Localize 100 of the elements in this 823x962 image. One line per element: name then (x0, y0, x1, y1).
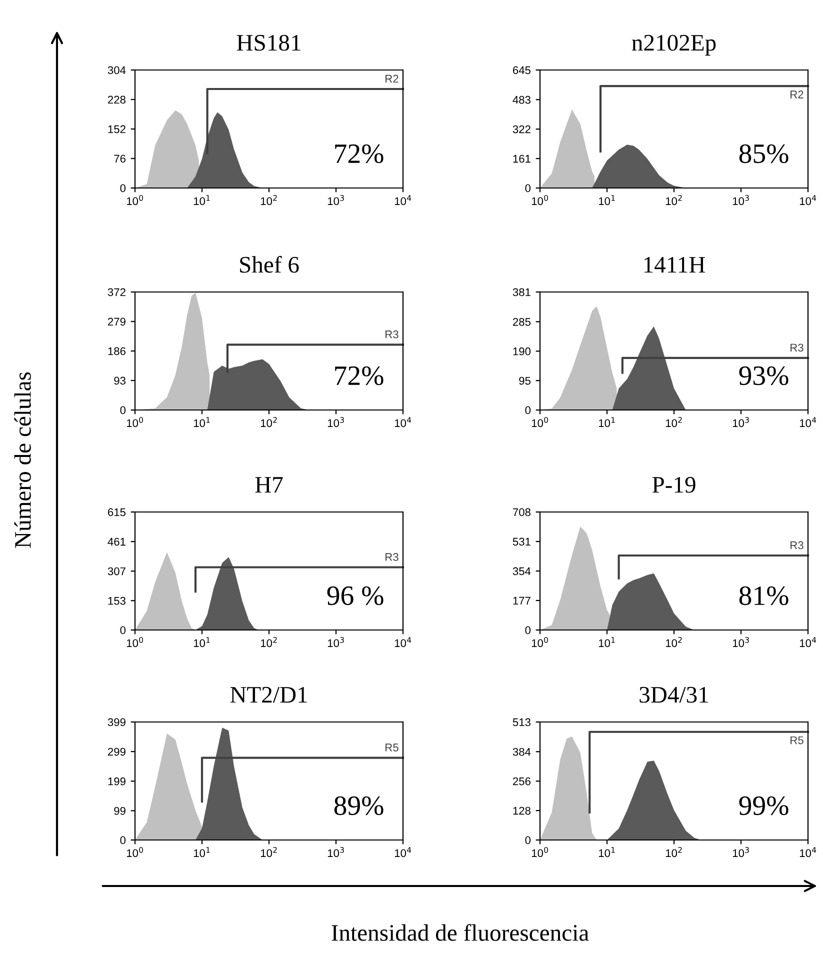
annotation: 96 % (327, 586, 384, 606)
x-tick-label: 10$^{0}$ (532, 194, 548, 206)
y-tick-label: 645 (513, 66, 531, 74)
series-label: R2 (790, 90, 804, 98)
y-tick-label: 190 (513, 347, 531, 356)
y-tick-label: 304 (108, 66, 126, 74)
y-tick-label: 161 (513, 154, 530, 163)
y-tick-label: 0 (120, 406, 126, 414)
chart-title: Shef 6 (240, 256, 299, 273)
chart-title: NT2/D1 (230, 686, 307, 703)
y-tick-label: 0 (525, 184, 531, 192)
x-tick-label: 10$^{2}$ (666, 846, 682, 858)
y-tick-label: 95 (519, 376, 531, 385)
chart-title: 3D4/31 (640, 686, 708, 703)
series-label: R3 (790, 541, 804, 550)
y-tick-label: 483 (512, 96, 530, 104)
y-tick-label: 381 (512, 288, 530, 296)
x-tick-label: 10$^{2}$ (260, 194, 277, 206)
x-tick-label: 10$^{2}$ (666, 416, 682, 428)
y-tick-label: 93 (114, 376, 126, 385)
annotation: 93% (739, 366, 788, 386)
x-tick-label: 10$^{3}$ (328, 636, 344, 648)
x-tick-label: 10$^{0}$ (532, 416, 548, 428)
y-tick-label: 399 (108, 718, 126, 726)
x-tick-label: 10$^{1}$ (598, 417, 615, 428)
x-tick-label: 10$^{4}$ (800, 195, 816, 206)
x-tick-label: 10$^{0}$ (126, 636, 144, 648)
x-tick-label: 10$^{0}$ (532, 846, 548, 858)
x-tick-label: 10$^{4}$ (394, 195, 412, 206)
chart-title: H7 (255, 477, 283, 493)
x-tick-label: 10$^{4}$ (800, 417, 816, 428)
series-label: R3 (790, 344, 804, 352)
y-tick-label: 708 (513, 508, 530, 516)
y-tick-label: 153 (108, 596, 126, 605)
series-label: R3 (386, 330, 398, 338)
y-tick-label: 186 (108, 347, 126, 356)
y-tick-label: 0 (120, 836, 126, 844)
y-tick-label: 513 (512, 718, 530, 726)
annotation: 72% (335, 144, 384, 164)
y-tick-label: 76 (114, 154, 126, 163)
x-tick-label: 10$^{3}$ (328, 194, 344, 206)
x-tick-label: 10$^{2}$ (666, 636, 682, 648)
x-tick-label: 10$^{3}$ (732, 416, 749, 428)
series-label: R5 (386, 744, 398, 752)
x-tick-label: 10$^{1}$ (194, 195, 210, 206)
y-tick-label: 354 (512, 567, 531, 576)
x-tick-label: 10$^{2}$ (260, 416, 277, 428)
y-tick-label: 285 (512, 318, 531, 326)
x-tick-label: 10$^{1}$ (598, 847, 615, 858)
x-tick-label: 10$^{1}$ (194, 417, 210, 428)
chart-title: n2102Ep (632, 34, 716, 56)
y-tick-label: 228 (108, 96, 126, 104)
x-tick-label: 10$^{0}$ (126, 194, 144, 206)
y-tick-label: 531 (512, 538, 530, 546)
x-tick-label: 10$^{4}$ (800, 847, 816, 858)
annotation: 89% (334, 796, 384, 816)
x-tick-label: 10$^{3}$ (732, 846, 749, 858)
x-tick-label: 10$^{2}$ (260, 846, 277, 858)
y-tick-label: 177 (513, 596, 530, 605)
x-tick-label: 10$^{4}$ (800, 637, 816, 648)
y-tick-label: 322 (512, 125, 530, 134)
y-tick-label: 99 (114, 806, 126, 815)
x-tick-label: 10$^{4}$ (394, 637, 412, 648)
y-tick-label: 615 (108, 508, 126, 516)
x-tick-label: 10$^{3}$ (732, 194, 749, 206)
x-tick-label: 10$^{3}$ (732, 636, 749, 648)
y-tick-label: 152 (108, 125, 126, 134)
series-label: R5 (790, 736, 804, 744)
x-tick-label: 10$^{0}$ (126, 846, 144, 858)
y-tick-label: 0 (525, 836, 531, 844)
y-tick-label: 199 (108, 777, 126, 786)
x-tick-label: 10$^{4}$ (394, 417, 412, 428)
y-tick-label: 256 (512, 777, 530, 786)
y-tick-label: 279 (108, 318, 126, 326)
x-tick-label: 10$^{1}$ (194, 637, 210, 648)
x-tick-label: 10$^{1}$ (598, 637, 615, 648)
y-tick-label: 307 (108, 567, 126, 576)
x-tick-label: 10$^{4}$ (394, 847, 412, 858)
series-label: R2 (386, 74, 398, 83)
x-tick-label: 10$^{2}$ (260, 636, 277, 648)
y-tick-label: 0 (120, 184, 126, 192)
chart-title: 1411H (644, 256, 705, 273)
x-tick-label: 10$^{1}$ (598, 195, 615, 206)
y-tick-label: 372 (108, 288, 126, 296)
x-tick-label: 10$^{3}$ (328, 416, 344, 428)
annotation: 81% (739, 586, 788, 606)
y-tick-label: 0 (120, 626, 126, 634)
y-axis-title: Número de células (14, 372, 31, 548)
x-axis-title: Intensidad de fluorescencia (332, 924, 589, 941)
x-tick-label: 10$^{0}$ (532, 636, 548, 648)
annotation: 85% (739, 144, 788, 164)
series-label: R3 (386, 553, 398, 561)
annotation: 99% (739, 796, 788, 816)
chart-title: P-19 (652, 476, 696, 493)
x-tick-label: 10$^{2}$ (666, 194, 682, 206)
x-tick-label: 10$^{3}$ (328, 846, 344, 858)
x-tick-label: 10$^{1}$ (194, 847, 210, 858)
x-tick-label: 10$^{0}$ (126, 416, 144, 428)
y-tick-label: 384 (512, 748, 531, 756)
y-tick-label: 128 (513, 806, 530, 815)
